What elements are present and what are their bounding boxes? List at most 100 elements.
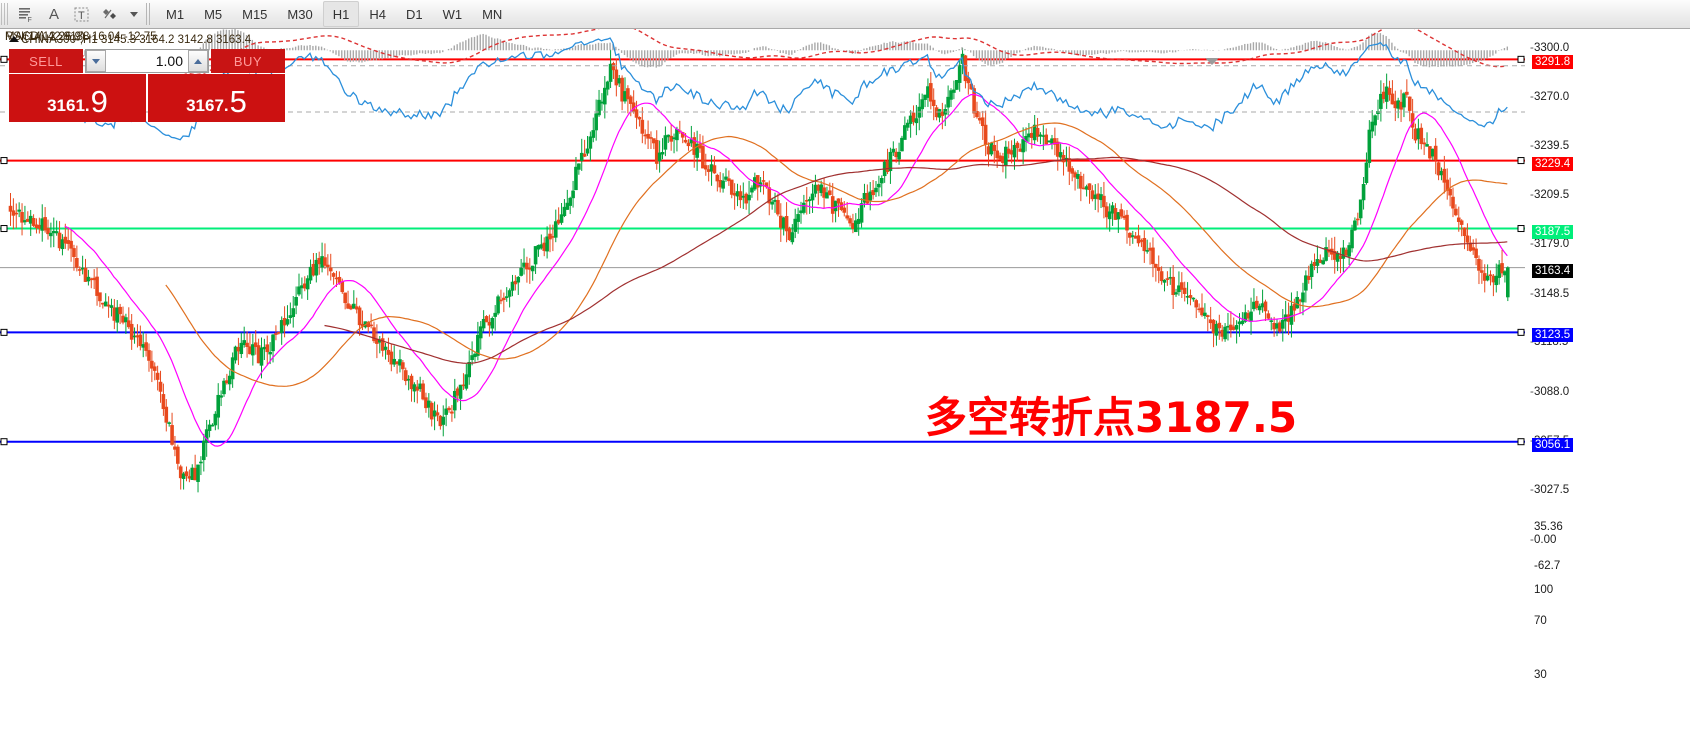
ma-line-darkred — [324, 156, 1508, 364]
objects-icon[interactable] — [96, 2, 127, 27]
price-axis-tick: -3209.5 — [1530, 188, 1570, 201]
sell-price-separator: . — [84, 96, 90, 115]
timeframe-h4[interactable]: H4 — [369, 6, 386, 22]
symbol-ohlc-text: CHINA300-,H1 3145.3 3164.2 3142.8 3163.4 — [21, 34, 252, 46]
chevron-down-icon — [130, 11, 138, 17]
price-axis-badge-last-price[interactable]: 3163.4 — [1532, 263, 1574, 278]
price-chart-panel[interactable] — [0, 29, 1527, 512]
toolbar-drag-handle[interactable] — [1, 3, 10, 25]
macd-signal-line — [10, 29, 1508, 76]
timeframe-m15[interactable]: M15 — [242, 6, 268, 22]
price-axis-tick: -3270.0 — [1530, 90, 1570, 103]
chart-annotation-text[interactable]: 多空转折点3187.5 — [925, 393, 1298, 442]
price-axis-tick: -3027.5 — [1530, 484, 1570, 497]
buy-price-integer: 3167 — [186, 96, 224, 115]
buy-button[interactable]: 3167 . 5 — [148, 74, 285, 122]
sell-label[interactable]: SELL — [9, 49, 83, 73]
one-click-trading-panel[interactable]: SELL 1.00 BUY 3161 . 9 — [9, 49, 285, 122]
level-handle-resistance-2[interactable] — [1517, 157, 1525, 165]
text-label-icon[interactable]: T — [67, 2, 96, 27]
font-icon[interactable]: A — [41, 2, 67, 27]
chevron-up-icon — [194, 58, 202, 64]
price-chart-canvas — [0, 47, 1525, 493]
lot-decrement-button[interactable] — [86, 50, 106, 72]
price-axis-tick: -3088.0 — [1530, 385, 1570, 398]
price-axis[interactable]: -3300.0 -3270.0 -3239.5 -3209.5 -3179.0 -3148… — [1530, 32, 1590, 515]
svg-text:F: F — [28, 17, 32, 23]
templates-icon[interactable]: F — [12, 2, 41, 27]
timeframe-m1[interactable]: M1 — [166, 6, 185, 22]
price-axis-badge-resistance[interactable]: 3229.4 — [1532, 156, 1574, 171]
rsi-panel[interactable]: RSI(14) 42.9188 — [0, 31, 1527, 693]
macd-title: MACD(12,26,9) -16.04 -12.75 — [5, 31, 157, 43]
price-axis-tick-label: 3239.5 — [1534, 140, 1570, 153]
macd-axis-tick-label: 35.36 — [1534, 521, 1563, 533]
rsi-axis-tick-label: 70 — [1534, 615, 1547, 627]
buy-price-separator: . — [223, 96, 229, 115]
rsi-axis: 100 70 30 — [1530, 582, 1590, 702]
price-axis-tick: -3300.0 — [1530, 42, 1570, 55]
level-handle-support-1[interactable] — [1517, 328, 1525, 336]
price-axis-tick-label: 3148.5 — [1534, 287, 1570, 300]
level-handle-pivot[interactable] — [1517, 225, 1525, 233]
sell-button[interactable]: 3161 . 9 — [9, 74, 146, 122]
price-axis-tick: -3179.0 — [1530, 238, 1570, 251]
timeframe-mn[interactable]: MN — [482, 6, 503, 22]
chart-toolbar: F A T M1 M5 M15 M30 H1 H4 — [0, 0, 1690, 29]
timeframe-m30[interactable]: M30 — [287, 6, 313, 22]
timeframe-d1[interactable]: D1 — [405, 6, 423, 22]
lot-increment-button[interactable] — [188, 50, 208, 72]
macd-axis-tick: -0.00 — [1530, 534, 1557, 546]
objects-icon-glyph — [103, 8, 116, 19]
rsi-axis-tick: 70 — [1530, 615, 1547, 627]
objects-dropdown-arrow[interactable] — [127, 2, 141, 27]
candlestick-series — [8, 47, 1510, 493]
price-axis-tick-label: 3300.0 — [1534, 42, 1570, 55]
price-axis-badge-support[interactable]: 3056.1 — [1532, 437, 1574, 452]
templates-icon-glyph: F — [19, 7, 32, 23]
price-axis-badge-support[interactable]: 3123.5 — [1532, 328, 1574, 343]
level-handle-resistance-1[interactable] — [1517, 55, 1525, 63]
chart-scroll-marker[interactable] — [1205, 58, 1219, 65]
ma-line-orange — [165, 122, 1508, 387]
bottom-strip: CHINA300- — [0, 697, 1690, 751]
macd-axis-tick-label: 0.00 — [1534, 534, 1557, 546]
chevron-down-icon — [92, 58, 100, 64]
level-handle-left-pivot[interactable] — [0, 225, 8, 233]
rsi-line — [53, 37, 1508, 141]
buy-price-decimal: 5 — [229, 84, 247, 119]
level-handle-left-resistance-2[interactable] — [0, 157, 8, 165]
price-axis-tick-label: 3209.5 — [1534, 188, 1570, 201]
macd-panel[interactable]: MACD(12,26,9) -16.04 -12.75 — [0, 29, 1527, 573]
rsi-axis-tick-label: 30 — [1534, 669, 1547, 681]
chart-area: CHINA300-,H1 3145.3 3164.2 3142.8 3163.4… — [0, 29, 1690, 751]
toolbar-separator — [146, 3, 151, 25]
collapse-arrow-icon[interactable] — [9, 36, 19, 42]
lot-size-input[interactable]: 1.00 — [155, 53, 183, 69]
text-label-icon-glyph: T — [74, 7, 89, 22]
buy-label[interactable]: BUY — [211, 49, 285, 73]
sell-price-integer: 3161 — [47, 96, 85, 115]
rsi-title: RSI(14) 42.9188 — [5, 31, 90, 43]
price-axis-tick-label: 3027.5 — [1534, 484, 1570, 497]
price-axis-badge-pivot[interactable]: 3187.5 — [1532, 224, 1574, 239]
symbol-ohlc-header: CHINA300-,H1 3145.3 3164.2 3142.8 3163.4 — [9, 34, 251, 46]
price-axis-badge-resistance[interactable]: 3291.8 — [1532, 55, 1574, 70]
price-axis-tick-label: 3179.0 — [1534, 238, 1570, 251]
lot-size-stepper[interactable]: 1.00 — [85, 49, 209, 73]
rsi-axis-tick-label: 100 — [1534, 584, 1554, 596]
rsi-axis-tick: 30 — [1530, 669, 1547, 681]
timeframe-h1[interactable]: H1 — [322, 1, 360, 27]
timeframe-m5[interactable]: M5 — [204, 6, 223, 22]
svg-text:T: T — [78, 10, 85, 22]
level-handle-left-support-2[interactable] — [0, 438, 8, 446]
price-axis-tick: -3148.5 — [1530, 287, 1570, 300]
font-icon-glyph: A — [48, 5, 59, 23]
level-handle-left-support-1[interactable] — [0, 328, 8, 336]
price-axis-tick: -3239.5 — [1530, 140, 1570, 153]
timeframe-w1[interactable]: W1 — [442, 6, 463, 22]
sell-price-decimal: 9 — [90, 84, 108, 119]
macd-axis-tick: 35.36 — [1530, 521, 1563, 533]
level-handle-left-resistance-1[interactable] — [0, 55, 8, 63]
level-handle-support-2[interactable] — [1517, 438, 1525, 446]
